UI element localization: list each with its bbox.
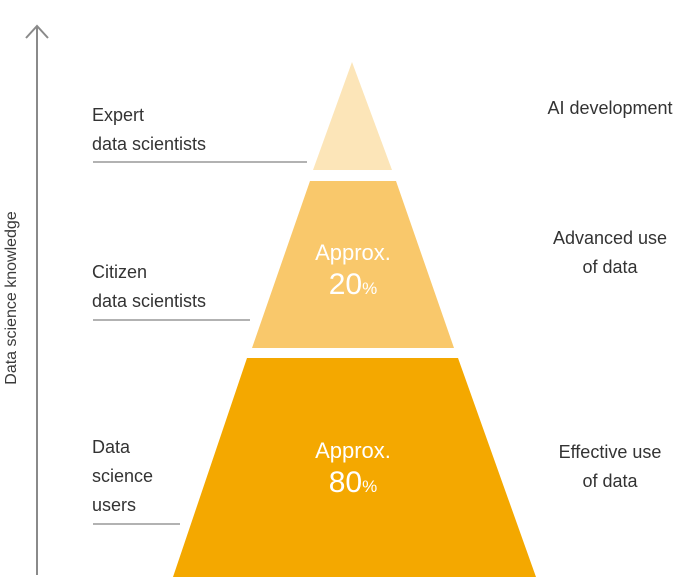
percent-value: 20: [328, 268, 363, 301]
label-line: AI development: [547, 98, 673, 118]
label-line: Effective use: [558, 442, 662, 462]
tier-users-left-label: Data science users: [92, 433, 153, 520]
percent-label: Approx.: [315, 240, 391, 265]
label-line: Citizen: [92, 262, 148, 282]
label-line: Advanced use: [552, 228, 668, 248]
tier-users-shape: [173, 358, 536, 577]
tier-citizen-right-label: Advanced use of data: [530, 224, 682, 282]
tier-users-right-label: Effective use of data: [530, 438, 682, 496]
tier-expert-right-label: AI development: [530, 94, 682, 123]
label-line: data scientists: [92, 291, 207, 311]
label-line: of data: [582, 257, 638, 277]
tier-citizen-left-label: Citizen data scientists: [92, 258, 206, 316]
percent-unit: %: [362, 477, 378, 496]
percent-label: Approx.: [315, 438, 391, 463]
label-line: Expert: [92, 105, 145, 125]
tier-citizen-percent: Approx. 20%: [293, 242, 413, 300]
percent-value-line: 20%: [293, 270, 413, 300]
percent-value: 80: [328, 466, 363, 499]
tier-expert-shape: [313, 62, 392, 170]
percent-unit: %: [362, 279, 378, 298]
label-line: data scientists: [92, 134, 207, 154]
percent-value-line: 80%: [293, 468, 413, 498]
label-line: science: [92, 466, 154, 486]
tier-expert-left-label: Expert data scientists: [92, 101, 206, 159]
axis-arrowhead: [25, 24, 49, 39]
label-line: of data: [582, 471, 638, 491]
label-line: Data: [92, 437, 131, 457]
tier-citizen-shape: [252, 181, 454, 348]
axis-title: Data science knowledge: [3, 211, 20, 385]
label-line: users: [92, 495, 137, 515]
tier-users-percent: Approx. 80%: [293, 440, 413, 498]
